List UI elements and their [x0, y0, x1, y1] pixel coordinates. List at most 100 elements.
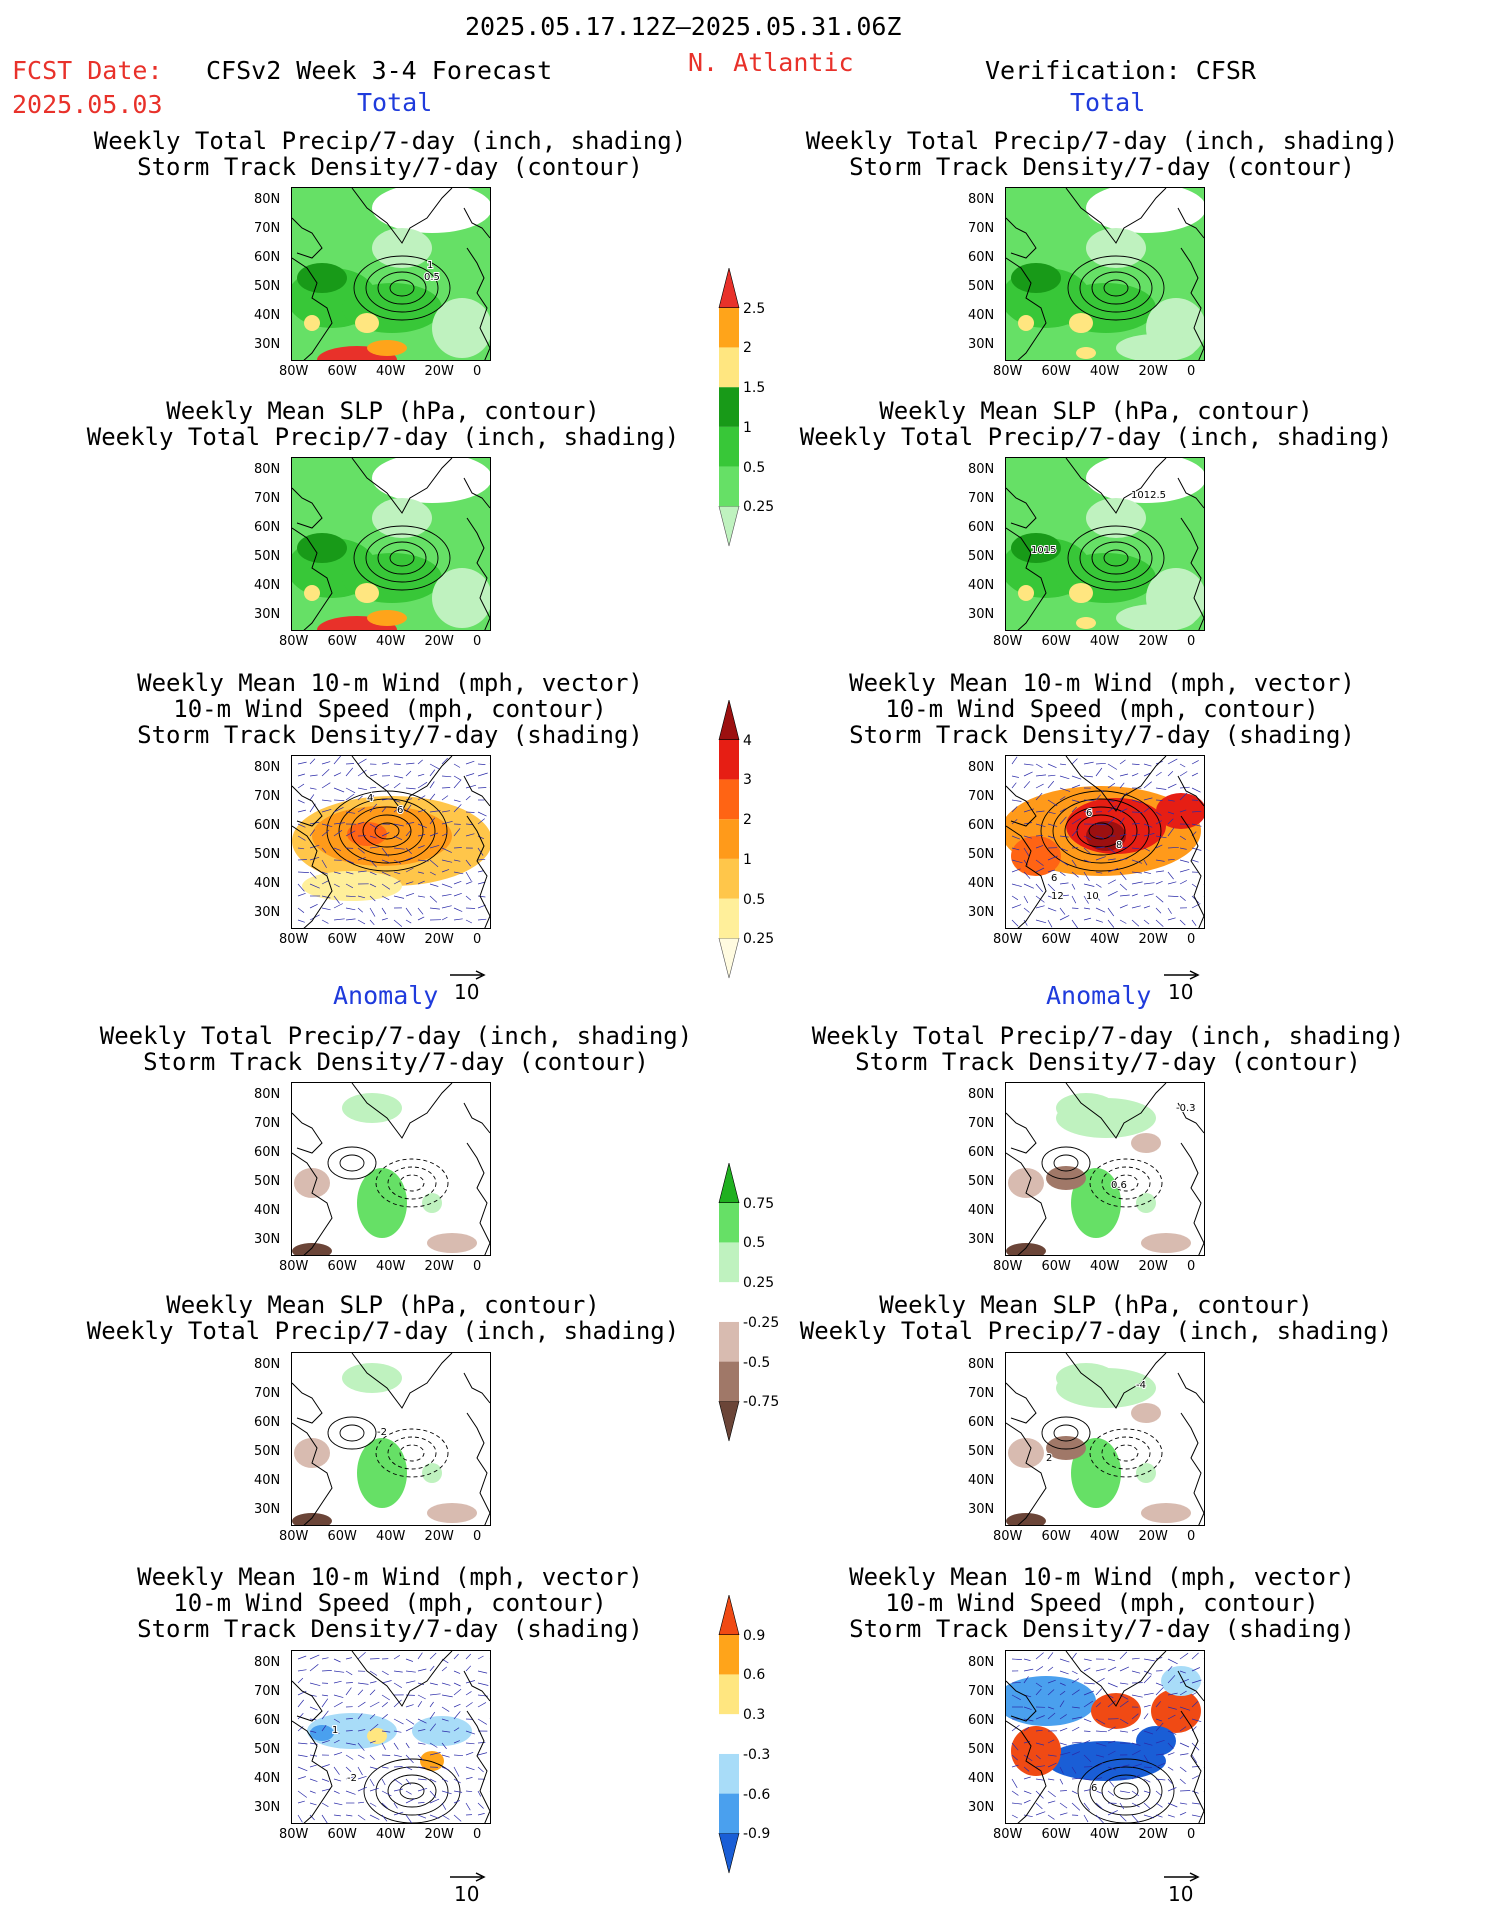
x-tick-label: 0: [473, 1827, 482, 1842]
y-tick-label: 30N: [254, 905, 281, 920]
colorbar-2-bar: [718, 1162, 740, 1442]
title-p11-line1: Weekly Mean 10-m Wind (mph, vector): [137, 1563, 643, 1591]
y-tick-label: 40N: [968, 1203, 995, 1218]
colorbar-segment: [719, 1242, 739, 1283]
contour-label: -4: [1136, 1380, 1146, 1391]
colorbar-3-label: -0.6: [743, 1786, 771, 1803]
contour-label: 6: [1086, 808, 1092, 819]
x-tick-label: 0: [1187, 364, 1196, 379]
y-tick-label: 40N: [254, 308, 281, 323]
x-tick-label: 20W: [424, 634, 454, 649]
colorbar-2-label: 0.25: [743, 1275, 775, 1292]
y-tick-label: 80N: [968, 760, 995, 775]
title-p7-line2: Storm Track Density/7-day (contour): [143, 1048, 649, 1076]
map-panel-8-plot: -0.3 0.6: [1006, 1083, 1204, 1255]
y-tick-label: 70N: [968, 789, 995, 804]
map-panel-6-plot: 6 8 6 12 10: [1006, 756, 1204, 928]
y-tick-label: 50N: [254, 1742, 281, 1757]
y-tick-label: 80N: [254, 192, 281, 207]
contour-label: -2: [377, 1427, 387, 1438]
x-tick-label: 80W: [993, 1529, 1023, 1544]
title-p1-line2: Storm Track Density/7-day (contour): [137, 153, 643, 181]
contour-label: 10: [1086, 891, 1099, 902]
x-tick-label: 40W: [376, 1259, 406, 1274]
x-tick-label: 20W: [424, 1529, 454, 1544]
contour-label: 1: [332, 1725, 338, 1736]
y-tick-label: 80N: [254, 462, 281, 477]
colorbar-segment: [718, 1162, 740, 1204]
title-p12-line2: 10-m Wind Speed (mph, contour): [885, 1589, 1319, 1617]
verification-title: Verification: CFSR: [985, 56, 1256, 85]
y-tick-label: 80N: [254, 760, 281, 775]
x-tick-label: 40W: [1090, 634, 1120, 649]
map-panel-2-plot: [1006, 188, 1204, 360]
colorbar-0-bar: [718, 267, 740, 547]
arrow-right-icon: [1164, 1872, 1200, 1882]
colorbar-segment: [719, 739, 739, 780]
anomaly-label-left: Anomaly: [333, 981, 439, 1010]
x-tick-label: 80W: [993, 634, 1023, 649]
colorbar-0-label: 0.25: [743, 499, 775, 516]
x-tick-label: 40W: [376, 1827, 406, 1842]
x-tick-label: 40W: [1090, 932, 1120, 947]
colorbar-3-label: -0.9: [743, 1826, 771, 1843]
y-tick-label: 40N: [968, 876, 995, 891]
colorbar-2-label: -0.75: [743, 1394, 780, 1411]
y-tick-label: 30N: [968, 905, 995, 920]
colorbar-0: [717, 267, 741, 562]
x-tick-label: 20W: [1138, 1827, 1168, 1842]
x-tick-label: 60W: [1041, 634, 1071, 649]
colorbar-3-label: 0.6: [743, 1667, 766, 1684]
y-tick-label: 30N: [254, 1502, 281, 1517]
y-tick-label: 50N: [968, 549, 995, 564]
title-p4-line2: Weekly Total Precip/7-day (inch, shading…: [799, 423, 1393, 451]
contour-label: 6: [397, 805, 403, 816]
x-tick-label: 40W: [1090, 364, 1120, 379]
contour-label: -0.3: [1176, 1103, 1196, 1114]
colorbar-3-label: 0.3: [743, 1707, 766, 1724]
map-panel-6: 6 8 6 12 10: [1005, 755, 1205, 929]
x-tick-label: 40W: [376, 932, 406, 947]
y-tick-label: 70N: [254, 1386, 281, 1401]
colorbar-segment: [719, 1282, 739, 1322]
colorbar-2-label: -0.25: [743, 1314, 780, 1331]
y-tick-label: 50N: [254, 549, 281, 564]
title-p12-line3: Storm Track Density/7-day (shading): [849, 1615, 1355, 1643]
colorbar-1-label: 2: [743, 812, 752, 829]
colorbar-segment: [719, 898, 739, 939]
y-tick-label: 40N: [968, 578, 995, 593]
x-tick-label: 40W: [376, 1529, 406, 1544]
colorbar-0-label: 1: [743, 419, 752, 436]
colorbar-segment: [719, 1793, 739, 1834]
title-p10-line1: Weekly Mean SLP (hPa, contour): [879, 1291, 1313, 1319]
colorbar-1: [717, 699, 741, 994]
x-tick-label: 60W: [327, 634, 357, 649]
y-tick-label: 70N: [254, 1684, 281, 1699]
x-tick-label: 20W: [424, 1827, 454, 1842]
title-p4-line1: Weekly Mean SLP (hPa, contour): [879, 397, 1313, 425]
map-panel-5-plot: 46: [292, 756, 490, 928]
arrow-right-icon: [1164, 970, 1200, 980]
colorbar-0-label: 2: [743, 340, 752, 357]
y-tick-label: 60N: [254, 520, 281, 535]
x-tick-label: 20W: [1138, 364, 1168, 379]
colorbar-3-label: -0.3: [743, 1746, 771, 1763]
y-tick-label: 60N: [968, 520, 995, 535]
map-panel-1: 1 0.5: [291, 187, 491, 361]
x-tick-label: 80W: [993, 364, 1023, 379]
colorbar-segment: [719, 1714, 739, 1754]
map-panel-10: -4 2: [1005, 1352, 1205, 1526]
y-tick-label: 60N: [254, 1713, 281, 1728]
contour-label: 1: [427, 260, 433, 271]
map-panel-7: [291, 1082, 491, 1256]
x-tick-label: 60W: [327, 1259, 357, 1274]
map-panel-7-plot: [292, 1083, 490, 1255]
colorbar-segment: [719, 1753, 739, 1794]
ref-vector-p12-label: 10: [1168, 1882, 1194, 1906]
x-tick-label: 40W: [1090, 1259, 1120, 1274]
title-p3-line2: Weekly Total Precip/7-day (inch, shading…: [86, 423, 680, 451]
x-tick-label: 0: [473, 364, 482, 379]
colorbar-segment: [718, 267, 740, 309]
y-tick-label: 30N: [254, 607, 281, 622]
y-tick-label: 80N: [254, 1087, 281, 1102]
